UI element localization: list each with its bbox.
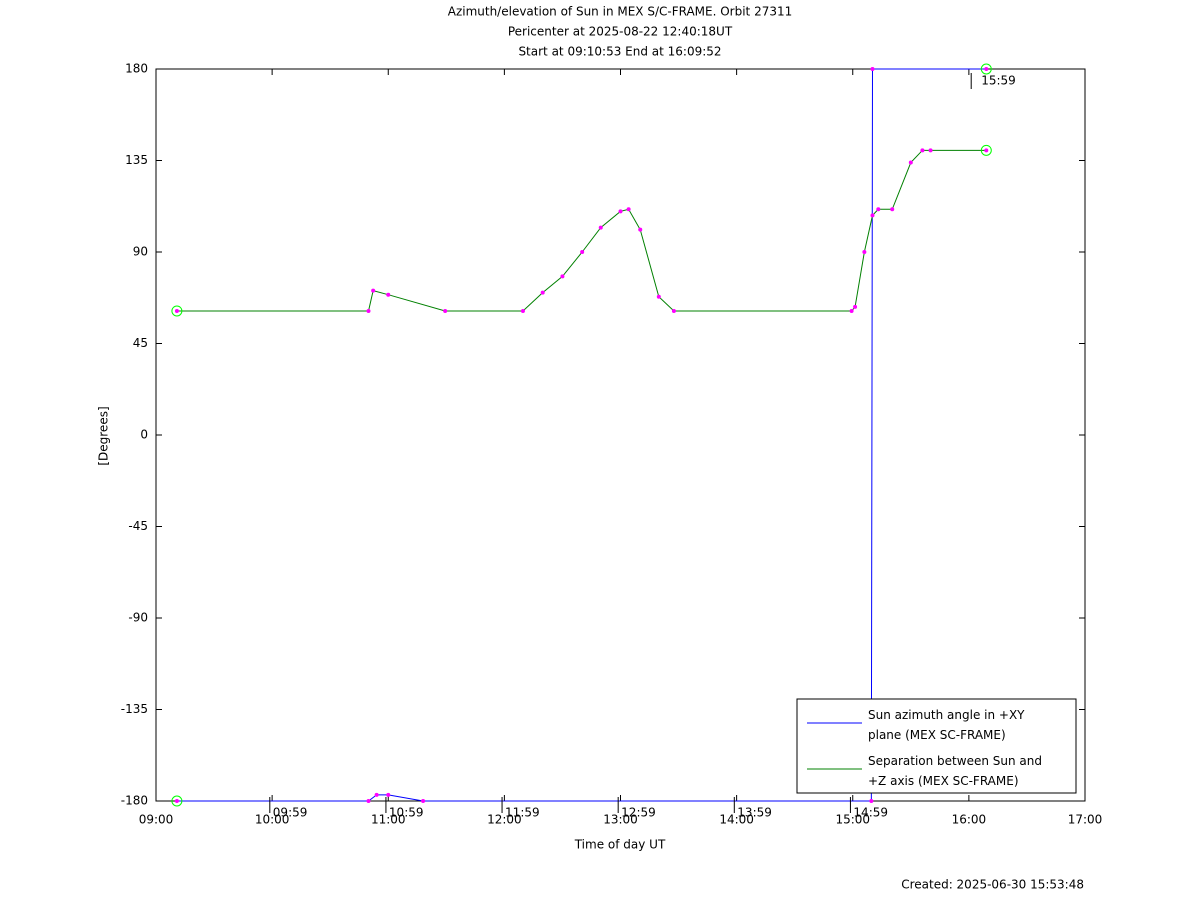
data-point: [560, 274, 565, 279]
data-point: [869, 799, 874, 803]
data-point: [540, 290, 545, 295]
x-tick-label: 15:00: [835, 813, 870, 827]
data-point: [174, 308, 179, 313]
legend-label: Separation between Sun and +Z axis (MEX S…: [868, 754, 1042, 788]
y-tick-label: 135: [125, 153, 148, 167]
x-tick-label: 13:00: [603, 813, 638, 827]
x-tick-label: 12:00: [487, 813, 522, 827]
annotation: 13:59: [737, 806, 772, 820]
y-tick-label: -45: [128, 519, 148, 533]
end-marker: [980, 63, 992, 75]
y-axis-label: [Degrees]: [97, 406, 111, 465]
data-point: [849, 308, 854, 313]
y-tick-label: -135: [121, 702, 148, 716]
annotation: 09:59: [273, 806, 308, 820]
data-point: [366, 799, 371, 803]
y-tick-label: -90: [128, 611, 148, 625]
data-point: [870, 213, 875, 218]
y-tick-label: 90: [133, 245, 148, 259]
x-tick-label: 16:00: [952, 813, 987, 827]
end-marker: [171, 305, 183, 317]
y-tick-label: -180: [121, 794, 148, 808]
annotation: 15:59: [981, 74, 1016, 88]
data-point: [876, 207, 881, 212]
x-tick-label: 11:00: [371, 813, 406, 827]
annotation: 12:59: [621, 806, 656, 820]
end-marker: [171, 795, 183, 807]
data-point: [174, 799, 179, 803]
data-point: [984, 148, 989, 153]
data-point: [386, 292, 391, 297]
x-tick-label: 10:00: [255, 813, 290, 827]
data-point: [853, 304, 858, 309]
x-tick-label: 09:00: [139, 813, 174, 827]
legend-line: +Z axis (MEX SC-FRAME): [868, 774, 1019, 788]
data-point: [371, 288, 376, 293]
data-point: [890, 207, 895, 212]
chart-subtitle: Start at 09:10:53 End at 16:09:52: [518, 45, 721, 59]
data-point: [386, 792, 391, 797]
data-point: [870, 67, 875, 71]
chart-title: Azimuth/elevation of Sun in MEX S/C-FRAM…: [448, 5, 793, 19]
data-point: [862, 250, 867, 254]
data-point: [366, 308, 371, 313]
series-line: [176, 149, 987, 312]
x-axis-label: Time of day UT: [574, 838, 666, 852]
data-point: [580, 250, 585, 254]
data-point: [626, 207, 631, 212]
footer: Created: 2025-06-30 15:53:48: [901, 878, 1084, 892]
data-point: [638, 227, 643, 232]
legend-line: Sun azimuth angle in +XY: [868, 708, 1025, 722]
data-point: [374, 792, 379, 797]
annotation: 11:59: [505, 806, 540, 820]
series-line: [176, 68, 987, 802]
chart-subtitle: Pericenter at 2025-08-22 12:40:18UT: [508, 25, 733, 39]
annotation: 14:59: [853, 806, 888, 820]
legend-line: plane (MEX SC-FRAME): [868, 728, 1006, 742]
data-point: [928, 148, 933, 153]
y-tick-label: 0: [140, 428, 148, 442]
plot-frame: [155, 68, 1086, 802]
y-tick-label: 45: [133, 336, 148, 350]
legend-line: Separation between Sun and: [868, 754, 1042, 768]
x-tick-label: 14:00: [719, 813, 754, 827]
end-marker: [980, 144, 992, 156]
data-point: [618, 209, 623, 214]
data-point: [908, 160, 913, 165]
data-point: [656, 294, 661, 299]
data-point: [598, 225, 603, 230]
data-point: [520, 308, 525, 313]
x-tick-label: 17:00: [1068, 813, 1103, 827]
y-tick-label: 180: [125, 62, 148, 76]
data-point: [421, 799, 426, 803]
legend-box: [796, 698, 1077, 794]
data-point: [920, 148, 925, 153]
data-point: [671, 308, 676, 313]
data-point: [443, 308, 448, 313]
data-point: [984, 67, 989, 71]
annotation: 10:59: [389, 806, 424, 820]
legend-label: Sun azimuth angle in +XY plane (MEX SC-FR…: [868, 708, 1025, 742]
